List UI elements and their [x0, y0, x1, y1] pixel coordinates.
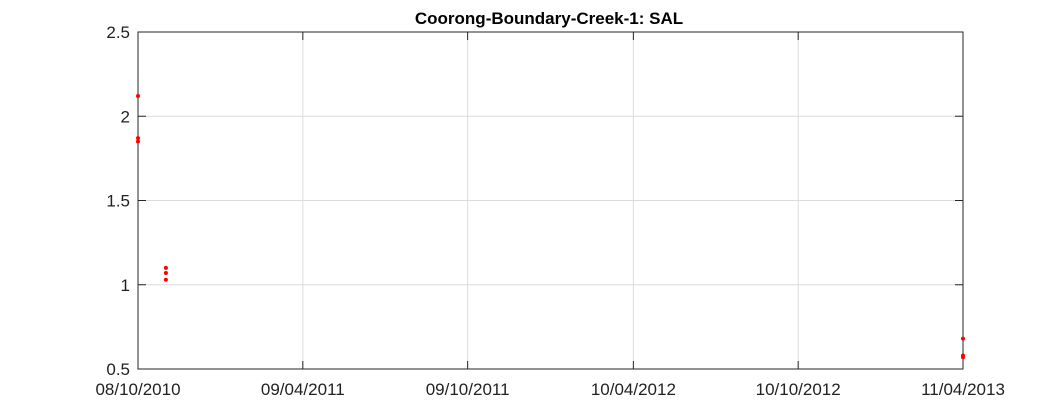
data-point	[961, 355, 965, 360]
data-points	[136, 94, 965, 360]
x-tick-label: 10/10/2012	[756, 380, 841, 399]
data-point	[136, 136, 140, 141]
data-point	[163, 277, 168, 282]
x-tick-labels: 08/10/2010 09/04/2011 09/10/2011 10/04/2012…	[95, 380, 1004, 399]
y-tick-label: 2.5	[106, 23, 130, 42]
x-tick-label: 11/04/2013	[921, 380, 1005, 399]
x-tick-label: 09/04/2011	[261, 380, 345, 399]
data-point	[136, 94, 140, 99]
chart-title: Coorong-Boundary-Creek-1: SAL	[415, 9, 683, 28]
y-tick-label: 0.5	[106, 360, 130, 379]
y-tick-labels: 0.5 1 1.5 2 2.5	[106, 23, 130, 379]
data-point	[163, 265, 168, 270]
data-point	[961, 336, 965, 341]
y-tick-label: 1	[121, 276, 130, 295]
data-point	[136, 139, 140, 144]
x-tick-label: 09/10/2011	[426, 380, 510, 399]
y-tick-label: 1.5	[106, 192, 130, 211]
y-tick-label: 2	[121, 107, 130, 126]
grid	[137, 31, 964, 370]
tick-marks	[137, 31, 964, 370]
x-tick-label: 08/10/2010	[95, 380, 180, 399]
data-point	[163, 270, 168, 275]
x-tick-label: 10/04/2012	[591, 380, 676, 399]
